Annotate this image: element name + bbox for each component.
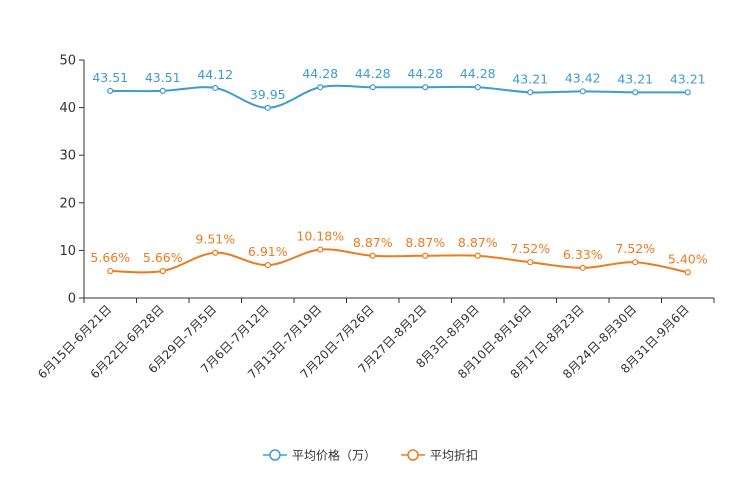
y-tick-label: 10 <box>59 244 76 259</box>
legend-marker-icon <box>269 449 281 461</box>
y-tick-label: 30 <box>59 149 76 164</box>
data-label: 39.95 <box>250 87 286 102</box>
data-label: 7.52% <box>615 241 655 256</box>
data-label: 9.51% <box>195 232 235 247</box>
data-label: 5.66% <box>143 250 183 265</box>
data-label: 44.12 <box>197 67 233 82</box>
legend-label: 平均折扣 <box>430 448 478 463</box>
chart-series: 43.51 43.51 44.12 39.95 44.28 44.28 44.28 44.28… <box>90 66 708 276</box>
data-label: 43.51 <box>145 70 181 85</box>
chart-legend[interactable]: 平均价格（万） 平均折扣 <box>263 448 478 463</box>
data-point[interactable] <box>632 259 639 266</box>
data-point[interactable] <box>527 89 534 96</box>
data-label: 44.28 <box>355 66 391 81</box>
data-point[interactable] <box>422 84 429 91</box>
data-label: 43.21 <box>617 71 653 86</box>
data-point[interactable] <box>317 84 324 91</box>
data-label: 5.40% <box>668 251 708 266</box>
legend-marker-icon <box>407 449 419 461</box>
data-point[interactable] <box>212 84 219 92</box>
data-point[interactable] <box>422 252 429 259</box>
data-label: 44.28 <box>302 66 338 81</box>
data-label: 7.52% <box>510 241 550 256</box>
y-tick-label: 40 <box>59 101 76 116</box>
y-tick-label: 50 <box>59 54 76 69</box>
data-point[interactable] <box>159 87 166 94</box>
data-label: 8.87% <box>458 235 498 250</box>
data-label: 6.91% <box>248 244 288 259</box>
y-tick-label: 20 <box>59 196 76 211</box>
data-point[interactable] <box>369 252 376 259</box>
data-label: 43.21 <box>670 71 706 86</box>
data-label: 44.28 <box>407 66 443 81</box>
legend-label: 平均价格（万） <box>292 448 376 463</box>
data-point[interactable] <box>527 259 534 266</box>
data-point[interactable] <box>684 269 691 276</box>
data-point[interactable] <box>264 262 271 269</box>
data-label: 43.51 <box>92 70 128 85</box>
data-point[interactable] <box>474 252 481 259</box>
data-label: 8.87% <box>353 235 393 250</box>
series-1: 5.66% 5.66% 9.51% 6.91% 10.18% 8.87% 8.87% 8.87… <box>90 229 708 276</box>
data-point[interactable] <box>107 267 114 275</box>
y-tick-label: 0 <box>68 292 76 307</box>
data-label: 10.18% <box>296 229 344 244</box>
data-point[interactable] <box>107 87 114 94</box>
legend-item[interactable]: 平均折扣 <box>401 448 478 463</box>
data-point[interactable] <box>159 267 166 275</box>
data-point[interactable] <box>632 89 639 96</box>
data-label: 6.33% <box>563 247 603 262</box>
data-label: 5.66% <box>90 250 130 265</box>
data-point[interactable] <box>684 89 691 96</box>
legend-item[interactable]: 平均价格（万） <box>263 448 376 463</box>
data-label: 44.28 <box>460 66 496 81</box>
data-point[interactable] <box>317 246 324 253</box>
data-label: 8.87% <box>405 235 445 250</box>
data-point[interactable] <box>212 249 219 256</box>
data-label: 43.42 <box>565 70 601 85</box>
data-point[interactable] <box>579 264 586 271</box>
data-point[interactable] <box>369 84 376 91</box>
data-point[interactable] <box>474 84 481 91</box>
chart-axes: 010203040506月15日-6月21日6月22日-6月28日6月29日-7… <box>35 54 715 382</box>
data-label: 43.21 <box>512 71 548 86</box>
data-point[interactable] <box>264 104 271 111</box>
series-0: 43.51 43.51 44.12 39.95 44.28 44.28 44.28 44.28… <box>92 66 706 111</box>
data-point[interactable] <box>579 88 586 95</box>
series-line <box>110 84 688 109</box>
series-line <box>110 248 688 274</box>
